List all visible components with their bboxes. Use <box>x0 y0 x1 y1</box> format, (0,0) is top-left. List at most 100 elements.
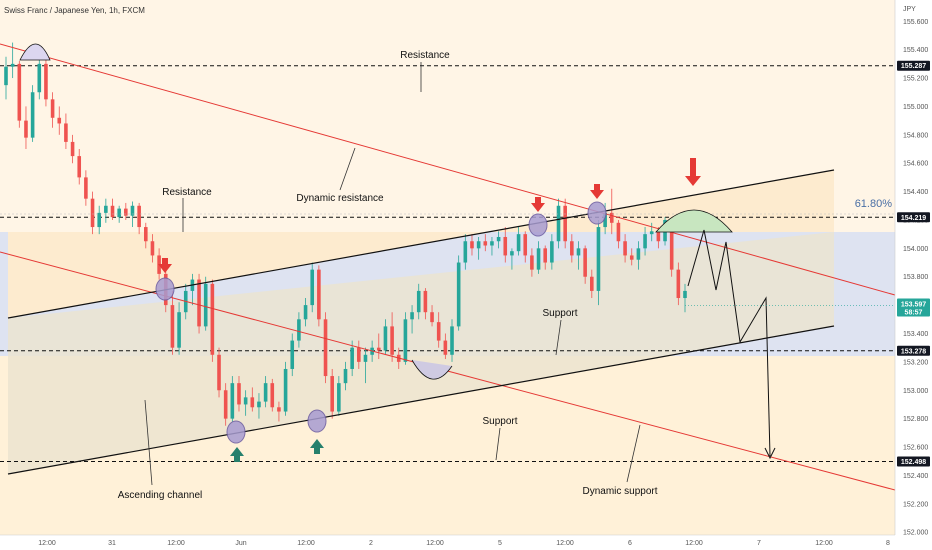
candle-body <box>217 354 221 391</box>
y-tick-label: 152.200 <box>903 501 928 508</box>
candle <box>430 305 434 327</box>
x-tick-label: 12:00 <box>815 540 833 547</box>
candle-body <box>490 241 494 246</box>
candle-body <box>70 141 75 157</box>
label-ascending-channel: Ascending channel <box>118 490 203 501</box>
x-tick-label: 7 <box>757 540 761 547</box>
candle <box>317 265 321 327</box>
pointer-support-lower <box>495 427 501 461</box>
candle <box>450 319 454 362</box>
candle-body <box>84 177 88 199</box>
candle <box>343 361 348 391</box>
candle <box>583 245 587 284</box>
candle <box>463 234 468 270</box>
candle <box>64 113 68 150</box>
candle-body <box>197 279 201 327</box>
candle <box>596 219 601 306</box>
candle-body <box>596 227 601 291</box>
candle <box>230 376 235 422</box>
candle <box>24 106 28 150</box>
candle <box>496 231 501 249</box>
candle-body <box>683 290 687 299</box>
candle-body <box>410 312 414 320</box>
candle-body <box>516 234 521 252</box>
candle <box>683 283 687 313</box>
candle-body <box>150 241 155 256</box>
candle-body <box>456 262 461 327</box>
channel-upper-line <box>7 169 835 319</box>
level-price-text: 152.498 <box>901 459 926 466</box>
candle <box>217 347 221 398</box>
touch-marker <box>587 201 607 225</box>
candle <box>357 340 361 369</box>
candle <box>476 236 481 260</box>
last-price-text: 153.597 <box>901 302 926 309</box>
candle <box>536 241 541 274</box>
candle <box>330 368 334 419</box>
candle-body <box>170 305 175 348</box>
candle-body <box>357 347 361 362</box>
candle <box>623 234 627 263</box>
y-tick-label: 153.400 <box>903 331 928 338</box>
candle-body <box>57 117 62 124</box>
candle-body <box>363 354 368 362</box>
candle <box>10 42 15 79</box>
candle <box>77 149 82 185</box>
candle <box>649 222 654 242</box>
candle <box>530 248 534 277</box>
candle-body <box>10 63 15 67</box>
candle-body <box>317 269 321 320</box>
candle-body <box>563 205 567 242</box>
candle <box>197 273 201 334</box>
candle <box>636 241 641 270</box>
candle <box>543 245 548 270</box>
candle-body <box>97 212 101 228</box>
candle-body <box>310 269 315 306</box>
candle-body <box>230 383 235 419</box>
candle <box>436 312 441 348</box>
pointer-support-upper <box>555 319 562 356</box>
candle <box>30 85 35 142</box>
candle-body <box>510 251 514 256</box>
candle <box>257 393 261 419</box>
y-tick-label: 152.600 <box>903 445 928 452</box>
candle <box>97 205 101 235</box>
candle <box>290 333 295 377</box>
candle <box>297 312 301 348</box>
bottom-arc <box>411 359 453 380</box>
level-price-text: 154.219 <box>901 215 926 222</box>
candle-body <box>390 326 394 355</box>
candle-body <box>237 383 241 405</box>
candle-body <box>423 290 428 313</box>
candle <box>470 234 474 256</box>
candle-body <box>17 63 22 121</box>
annotation-labels: Resistance Resistance Dynamic resistance… <box>4 6 892 501</box>
time-axis <box>0 535 932 550</box>
touch-marker <box>226 420 246 444</box>
projection-arrowhead <box>764 447 776 460</box>
level-price-text: 153.278 <box>901 348 926 355</box>
candle <box>523 231 528 263</box>
candle-body <box>536 248 541 270</box>
pointer-dynamic-support <box>626 424 641 483</box>
candle <box>516 227 521 256</box>
y-tick-label: 155.200 <box>903 76 928 83</box>
label-dynamic-resistance: Dynamic resistance <box>296 193 384 204</box>
candle-body <box>383 326 388 351</box>
candle <box>250 387 255 412</box>
candle <box>270 378 275 412</box>
candle-body <box>636 248 641 260</box>
down-arrow-icon <box>531 197 545 212</box>
candle-body <box>556 205 561 242</box>
y-tick-label: 152.000 <box>903 530 928 537</box>
label-support-lower: Support <box>482 416 517 427</box>
candle <box>110 198 115 220</box>
touch-marker <box>155 277 175 301</box>
candle <box>4 56 8 100</box>
candle <box>37 56 42 100</box>
up-arrow-icon <box>230 447 244 462</box>
candle-body <box>676 269 681 299</box>
drawings <box>0 43 896 491</box>
candle-body <box>430 312 434 323</box>
